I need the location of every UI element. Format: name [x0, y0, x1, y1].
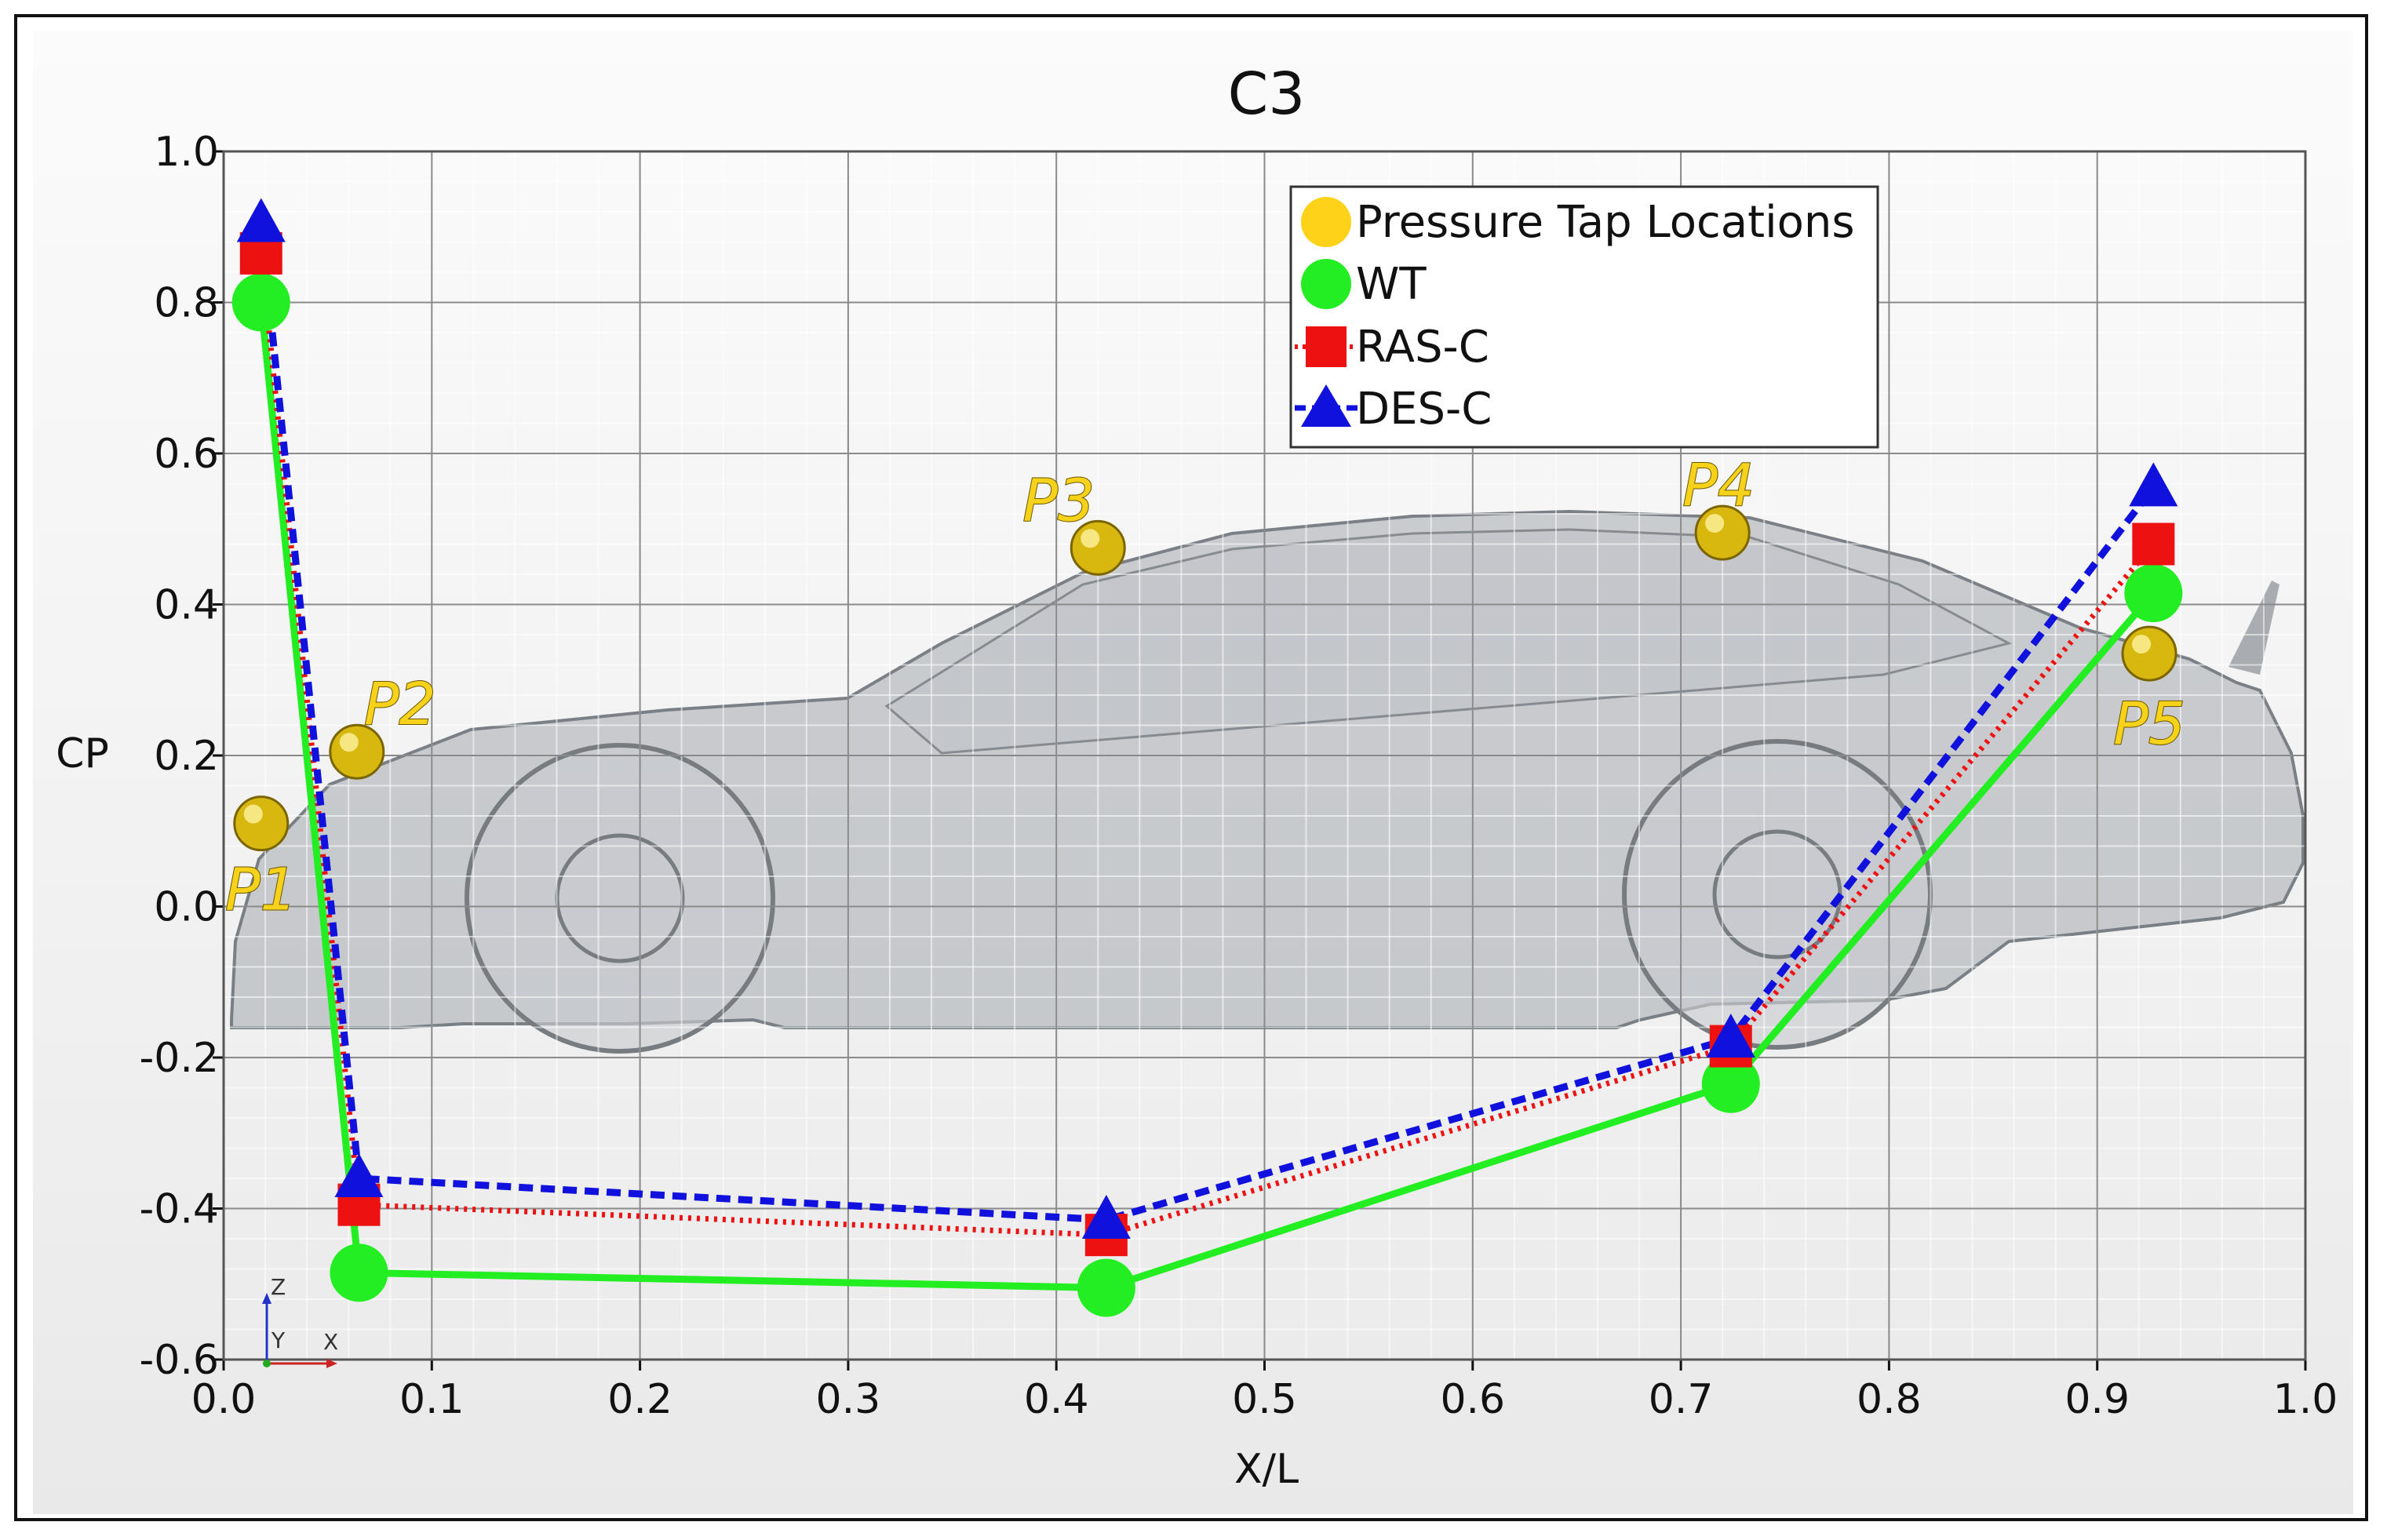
y-tick-label: 0.8 [154, 280, 219, 327]
data-point-ras-c [2132, 522, 2175, 566]
data-point-des-c [1081, 1194, 1131, 1239]
x-tick-label: 0.5 [1232, 1376, 1297, 1423]
x-tick-label: 0.4 [1024, 1376, 1089, 1423]
data-point-wt [231, 273, 290, 332]
x-tick-label: 1.0 [2273, 1376, 2338, 1423]
triad-z-arrow-icon [262, 1293, 271, 1304]
triad-origin [263, 1360, 271, 1367]
front-wheel [465, 743, 775, 1054]
legend-marker-ras-c [1306, 326, 1347, 367]
pressure-tap-label: P1 [225, 857, 297, 924]
pressure-tap-label: P3 [1022, 467, 1095, 534]
data-point-wt [1701, 1054, 1760, 1113]
y-tick-label: 0.2 [154, 733, 219, 780]
data-point-wt [2124, 564, 2183, 623]
legend-label-pressure-tap: Pressure Tap Locations [1356, 197, 1855, 248]
x-tick-label: 0.6 [1440, 1376, 1505, 1423]
y-tick-label: 1.0 [154, 129, 219, 176]
legend-label-des-c: DES-C [1356, 384, 1492, 435]
legend-marker-des-c [1301, 384, 1351, 427]
chart-title: C3 [1228, 60, 1306, 128]
grid [223, 151, 2306, 1360]
data-point-wt [1077, 1258, 1135, 1317]
x-tick-label: 0.7 [1649, 1376, 1714, 1423]
coordinate-triad: Z Y X [262, 1274, 338, 1368]
legend-marker-pressure-tap [1301, 197, 1351, 247]
x-tick-label: 0.1 [399, 1376, 465, 1423]
rear-wheel [1622, 739, 1933, 1050]
legend-label-ras-c: RAS-C [1356, 322, 1489, 373]
y-tick-label: -0.4 [140, 1186, 219, 1233]
y-tick-label: 0.4 [154, 582, 219, 629]
data-point-des-c [1706, 1013, 1755, 1058]
pressure-tap-highlight [1081, 529, 1100, 548]
x-tick-label: 0.3 [816, 1376, 881, 1423]
x-tick-label: 0.0 [191, 1376, 257, 1423]
data-point-des-c [236, 198, 286, 242]
y-tick-label: 0.6 [154, 431, 219, 478]
pressure-tap-label: P5 [2113, 690, 2185, 758]
legend-entry-wt: WT [1301, 259, 1427, 310]
legend-entry-pressure-tap: Pressure Tap Locations [1301, 197, 1855, 248]
y-tick-label: -0.6 [140, 1337, 219, 1384]
axes: 0.0 0.1 0.2 0.3 0.4 0.5 0.6 0.7 0.8 0.9 1.0 -0.6 -0.… [140, 129, 2338, 1423]
legend-entry-ras-c: RAS-C [1295, 322, 1489, 373]
pressure-tap-label: P4 [1682, 452, 1755, 519]
plot-area-border [222, 150, 2307, 1361]
y-tick-label: -0.2 [140, 1035, 219, 1082]
rear-spoiler [2228, 581, 2279, 675]
y-tick-label: 0.0 [154, 884, 219, 931]
series-layer [231, 198, 2183, 1317]
pressure-tap-label: P2 [364, 671, 436, 738]
series-line-des-c [257, 222, 2156, 1224]
data-point-des-c [2129, 462, 2178, 507]
y-axis-label: CP [56, 730, 109, 777]
x-axis-label: X/L [1234, 1446, 1299, 1493]
pressure-tap-marker [233, 795, 290, 852]
legend-box [1289, 185, 1879, 449]
legend-entry-des-c: DES-C [1295, 384, 1492, 435]
plot-panel [33, 31, 2353, 1514]
triad-x-arrow-icon [326, 1359, 337, 1368]
x-tick-label: 0.2 [607, 1376, 672, 1423]
triad-z-label: Z [271, 1274, 286, 1300]
data-point-wt [330, 1243, 388, 1302]
x-tick-label: 0.8 [1857, 1376, 1922, 1423]
triad-x-label: X [323, 1329, 338, 1355]
triad-y-label: Y [271, 1327, 286, 1353]
data-point-des-c [334, 1153, 384, 1197]
pressure-tap-layer: P1 P2 P3 P4 P5 [224, 451, 2186, 925]
legend-label-wt: WT [1356, 259, 1427, 310]
pressure-tap-marker [2121, 625, 2177, 682]
pressure-tap-highlight [2132, 635, 2152, 654]
x-tick-label: 0.9 [2064, 1376, 2130, 1423]
legend: Pressure Tap Locations WT RAS-C DES-C [1289, 185, 1879, 449]
pressure-tap-highlight [1705, 514, 1725, 533]
pressure-tap-highlight [339, 733, 359, 752]
car-illustration [230, 509, 2305, 1054]
pressure-tap-highlight [243, 804, 263, 824]
legend-marker-wt [1301, 259, 1351, 309]
